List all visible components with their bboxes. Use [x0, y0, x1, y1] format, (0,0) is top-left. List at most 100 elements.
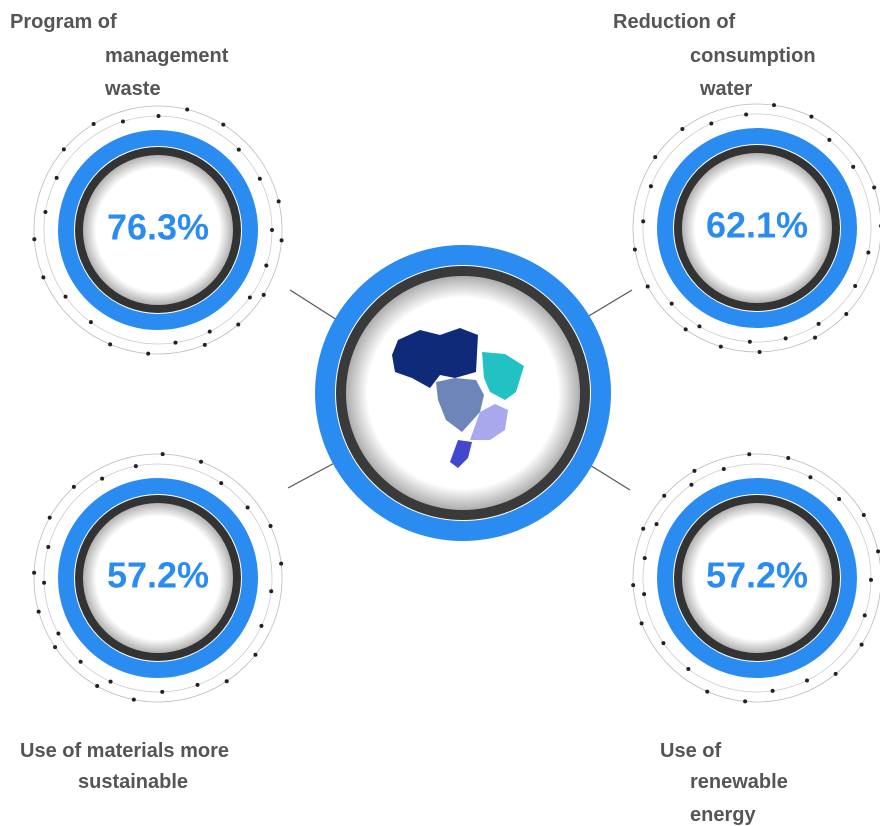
item-label: management: [105, 45, 229, 67]
orbit-dot: [276, 199, 281, 204]
orbit-dot: [661, 641, 666, 646]
inner-disc: [674, 145, 840, 311]
orbit: [33, 105, 283, 355]
orbit-dot: [131, 697, 136, 702]
orbit-dot: [199, 459, 204, 464]
orbit-dot: [173, 340, 178, 345]
orbit-dot: [261, 292, 266, 297]
item-label: waste: [104, 78, 161, 100]
orbit-dot: [91, 122, 96, 127]
orbit-dot: [53, 645, 58, 650]
item-label: Use of materials more: [20, 740, 229, 762]
item-label: consumption: [690, 45, 816, 67]
orbit-dot: [257, 176, 262, 181]
blue-ring: [657, 478, 857, 678]
orbit-dot: [631, 583, 636, 588]
orbit-dot: [95, 684, 100, 689]
connector: [287, 459, 341, 489]
orbit: [632, 453, 880, 703]
orbit-dot: [705, 689, 710, 694]
orbit-dot: [770, 688, 775, 693]
orbit: [632, 103, 880, 353]
orbit-dot: [54, 175, 59, 180]
orbit-dot: [268, 523, 273, 528]
orbit: [642, 113, 872, 343]
orbit-dot: [32, 570, 37, 575]
connector: [584, 461, 631, 491]
orbit-dot: [41, 275, 46, 280]
inner-disc: [75, 147, 241, 313]
inner-disc: [674, 495, 840, 661]
orbit-dot: [686, 667, 691, 672]
orbit-dot: [641, 526, 646, 531]
orbit-dot: [133, 464, 138, 469]
orbit: [43, 463, 273, 693]
orbit-dot: [868, 577, 873, 582]
orbit-dot: [683, 327, 688, 332]
percent: 76.3%: [107, 207, 209, 248]
orbit-dot: [786, 455, 791, 460]
orbit-dot: [156, 114, 161, 119]
orbit-dot: [195, 682, 200, 687]
orbit-dot: [269, 589, 274, 594]
orbit-dot: [642, 556, 647, 561]
orbit-dot: [32, 237, 37, 242]
orbit-dot: [851, 164, 856, 169]
percent: 57.2%: [107, 555, 209, 596]
percent: 57.2%: [706, 555, 808, 596]
orbit-dot: [146, 351, 151, 356]
orbit-dot: [641, 219, 646, 224]
orbit-dot: [108, 679, 113, 684]
item-label: Program of: [10, 11, 117, 33]
orbit-dot: [247, 295, 252, 300]
orbit-dot: [709, 121, 714, 126]
orbit-dot: [279, 238, 284, 243]
orbit: [33, 453, 283, 703]
orbit-dot: [772, 103, 777, 108]
orbit-dot: [207, 329, 212, 334]
orbit-dot: [859, 642, 864, 647]
orbit-dot: [833, 671, 838, 676]
orbit-dot: [71, 484, 76, 489]
item-label: Reduction of: [613, 11, 736, 33]
blue-ring: [58, 478, 258, 678]
orbit-dot: [221, 122, 226, 127]
orbit-dot: [861, 512, 866, 517]
orbit-dot: [236, 322, 241, 327]
orbit-dot: [264, 263, 269, 268]
orbit-dot: [813, 335, 818, 340]
orbit-dot: [185, 107, 190, 112]
orbit-dot: [259, 623, 264, 628]
orbit-dot: [744, 112, 749, 117]
orbit-dot: [872, 185, 877, 190]
blue-ring: [657, 128, 857, 328]
orbit-dot: [653, 155, 658, 160]
orbit-dot: [46, 545, 51, 550]
orbit-dot: [837, 496, 842, 501]
center-circle: [315, 245, 611, 541]
orbit-dot: [648, 184, 653, 189]
orbit-dot: [654, 522, 659, 527]
orbit-dot: [78, 659, 83, 664]
item-label: energy: [690, 804, 756, 826]
orbit-dot: [56, 631, 61, 636]
orbit-dot: [88, 320, 93, 325]
ring-widget: 57.2%: [32, 452, 284, 703]
ring-widget: 57.2%: [631, 452, 880, 704]
item-label: sustainable: [78, 771, 188, 793]
orbit-dot: [827, 137, 832, 142]
orbit-dot: [808, 475, 813, 480]
orbit-dot: [862, 613, 867, 618]
orbit-dot: [639, 621, 644, 626]
orbit-dot: [43, 210, 48, 215]
orbit-dot: [42, 580, 47, 585]
orbit-dot: [47, 515, 52, 520]
orbit-dot: [279, 561, 284, 566]
connector: [581, 289, 633, 321]
orbit-dot: [844, 312, 849, 317]
percent: 62.1%: [706, 205, 808, 246]
orbit-dot: [632, 247, 637, 252]
orbit-dot: [219, 481, 224, 486]
orbit-dot: [63, 294, 68, 299]
